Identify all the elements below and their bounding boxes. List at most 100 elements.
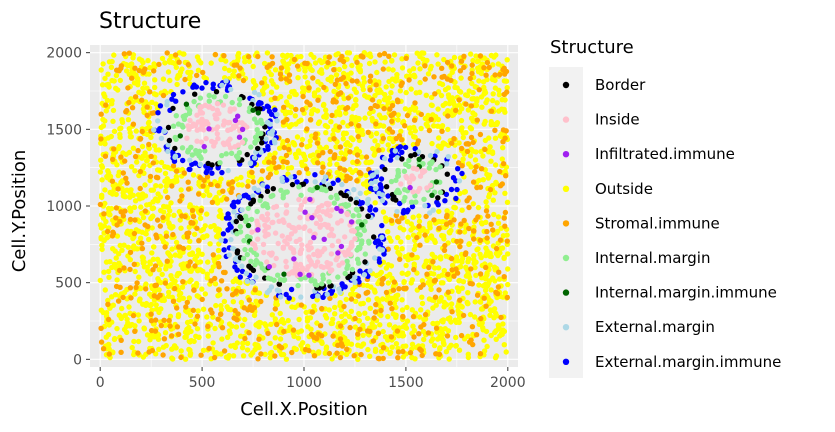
- x-axis-title: Cell.X.Position: [240, 399, 368, 420]
- data-point: [293, 106, 299, 113]
- data-point: [443, 349, 450, 355]
- data-point: [492, 85, 499, 91]
- data-point: [243, 270, 249, 277]
- data-point: [504, 57, 510, 63]
- data-point: [262, 75, 268, 82]
- data-point: [265, 275, 271, 281]
- data-point: [172, 145, 178, 152]
- data-point: [124, 107, 130, 114]
- data-point: [429, 192, 435, 198]
- data-point: [288, 231, 295, 237]
- data-point: [388, 334, 395, 340]
- data-point: [331, 200, 337, 206]
- data-point: [449, 309, 455, 315]
- data-point: [406, 77, 412, 83]
- data-point: [372, 289, 378, 295]
- data-point: [128, 295, 134, 301]
- data-point: [319, 305, 325, 312]
- data-point: [458, 145, 465, 152]
- data-point: [197, 104, 203, 110]
- data-point: [235, 155, 241, 161]
- data-point: [277, 277, 284, 283]
- data-point: [281, 61, 287, 67]
- data-point: [493, 245, 500, 252]
- data-point: [286, 72, 293, 78]
- data-point: [297, 271, 303, 277]
- data-point: [357, 190, 363, 196]
- data-point: [260, 91, 266, 97]
- data-point: [360, 322, 366, 329]
- data-point: [200, 183, 206, 189]
- data-point: [383, 184, 390, 190]
- data-point: [497, 71, 503, 78]
- data-point: [373, 121, 379, 127]
- data-point: [227, 145, 234, 151]
- data-point: [441, 267, 447, 274]
- data-point: [165, 69, 172, 75]
- data-point: [178, 348, 184, 354]
- data-point: [236, 101, 243, 108]
- data-point: [219, 169, 225, 176]
- data-point: [349, 78, 355, 84]
- data-point: [372, 255, 378, 261]
- data-point: [114, 222, 120, 228]
- data-point: [144, 332, 151, 338]
- data-point: [183, 101, 190, 107]
- data-point: [411, 334, 417, 340]
- data-point: [311, 234, 317, 241]
- data-point: [461, 229, 468, 235]
- data-point: [387, 350, 393, 356]
- data-point: [422, 63, 428, 69]
- data-point: [185, 186, 192, 192]
- data-point: [238, 174, 244, 181]
- data-point: [239, 139, 246, 145]
- data-point: [126, 126, 132, 132]
- data-point: [148, 187, 154, 193]
- data-point: [372, 200, 378, 206]
- data-point: [281, 271, 287, 277]
- data-point: [236, 134, 243, 140]
- data-point: [288, 165, 295, 171]
- data-point: [465, 333, 471, 339]
- data-point: [139, 254, 146, 260]
- data-point: [282, 111, 289, 117]
- data-point: [320, 187, 326, 193]
- data-point: [105, 316, 112, 323]
- data-point: [412, 146, 418, 152]
- data-point: [418, 111, 424, 118]
- data-point: [504, 238, 510, 244]
- data-point: [117, 77, 124, 84]
- data-point: [158, 322, 164, 329]
- data-point: [106, 170, 112, 176]
- data-point: [277, 145, 283, 151]
- data-points: [97, 50, 511, 362]
- data-point: [363, 190, 369, 196]
- data-point: [430, 259, 436, 265]
- data-point: [296, 184, 302, 190]
- data-point: [175, 331, 182, 337]
- data-point: [380, 328, 386, 335]
- data-point: [484, 97, 490, 103]
- data-point: [117, 131, 123, 138]
- data-point: [235, 199, 241, 205]
- data-point: [299, 107, 306, 113]
- data-point: [449, 63, 455, 69]
- data-point: [429, 251, 435, 257]
- data-point: [160, 344, 167, 350]
- data-point: [178, 262, 184, 268]
- data-point: [393, 177, 399, 183]
- data-point: [266, 264, 272, 270]
- data-point: [188, 268, 194, 274]
- data-point: [137, 168, 144, 175]
- data-point: [304, 315, 311, 321]
- data-point: [441, 56, 447, 63]
- data-point: [374, 69, 380, 76]
- data-point: [477, 351, 484, 357]
- data-point: [366, 238, 372, 244]
- data-point: [416, 223, 422, 229]
- data-point: [215, 316, 221, 322]
- data-point: [280, 192, 286, 198]
- legend-key-marker: [562, 289, 570, 296]
- data-point: [476, 78, 482, 84]
- data-point: [470, 57, 476, 64]
